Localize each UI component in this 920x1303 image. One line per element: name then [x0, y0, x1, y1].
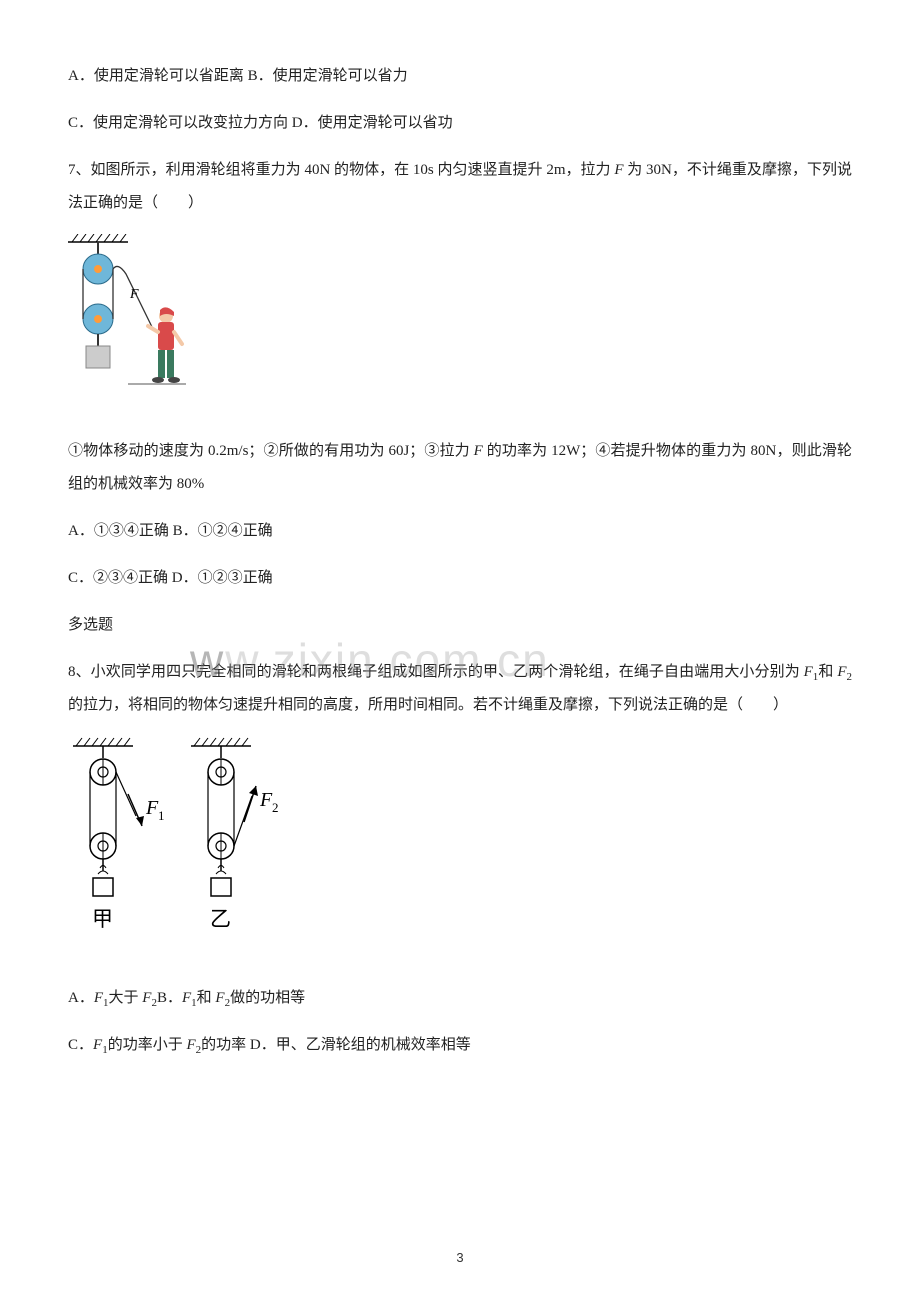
q6-optC: C．使用定滑轮可以改变拉力方向 [68, 115, 288, 131]
svg-text:乙: 乙 [210, 907, 231, 931]
q8-optB-mid: 和 [197, 990, 216, 1006]
svg-text:甲: 甲 [92, 907, 113, 931]
q8-optB-tail: 做的功相等 [230, 990, 305, 1006]
q8-stem: 8、小欢同学用四只完全相同的滑轮和两根绳子组成如图所示的甲、乙两个滑轮组，在绳子… [68, 656, 852, 722]
force-F: F [186, 1037, 195, 1053]
q6-optA: A．使用定滑轮可以省距离 [68, 68, 244, 84]
q6-options-line2: C．使用定滑轮可以改变拉力方向 D．使用定滑轮可以省功 [68, 107, 852, 140]
q8-options-line1: A．F1大于 F2B．F1和 F2做的功相等 [68, 982, 852, 1015]
q7-statements: ①物体移动的速度为 0.2m/s；②所做的有用功为 60J；③拉力 F 的功率为… [68, 435, 852, 501]
force-F: F [93, 1037, 102, 1053]
force-F2-sub: 2 [846, 671, 852, 683]
q8-options-line2: C．F1的功率小于 F2的功率 D．甲、乙滑轮组的机械效率相等 [68, 1029, 852, 1062]
q6-optB: B．使用定滑轮可以省力 [248, 68, 408, 84]
svg-text:F: F [259, 789, 273, 811]
force-F: F [474, 443, 483, 459]
q8-stem-p2: 和 [818, 664, 837, 680]
q7-stmt-pre: ①物体移动的速度为 0.2m/s；②所做的有用功为 60J；③拉力 [68, 443, 474, 459]
q8-optA-mid: 大于 [109, 990, 143, 1006]
q7-optD: D．①②③正确 [172, 570, 273, 586]
q8-optD: D．甲、乙滑轮组的机械效率相等 [250, 1037, 471, 1053]
force-F: F [182, 990, 191, 1006]
force-F1: F [804, 664, 813, 680]
q7-optB: B．①②④正确 [173, 523, 273, 539]
svg-text:F: F [129, 287, 139, 302]
q7-stem-part1: 7、如图所示，利用滑轮组将重力为 40N 的物体，在 10s 内匀速竖直提升 2… [68, 162, 614, 178]
q8-optC-mid: 的功率小于 [108, 1037, 187, 1053]
page-number: 3 [0, 1244, 920, 1273]
q8-stem-p1: 8、小欢同学用四只完全相同的滑轮和两根绳子组成如图所示的甲、乙两个滑轮组，在绳子… [68, 664, 804, 680]
q8-pulley-groups-diagram: F 1 甲 [68, 736, 852, 964]
q7-pulley-diagram: F [68, 234, 852, 417]
svg-text:1: 1 [158, 808, 165, 823]
q8-optB-pre: B． [157, 990, 182, 1006]
svg-text:2: 2 [272, 800, 278, 815]
force-F: F [215, 990, 224, 1006]
q7-stem: 7、如图所示，利用滑轮组将重力为 40N 的物体，在 10s 内匀速竖直提升 2… [68, 154, 852, 220]
q8-stem-p3: 的拉力，将相同的物体匀速提升相同的高度，所用时间相同。若不计绳重及摩擦，下列说法… [68, 697, 788, 713]
q7-options-line2: C．②③④正确 D．①②③正确 [68, 562, 852, 595]
q7-options-line1: A．①③④正确 B．①②④正确 [68, 515, 852, 548]
q7-optA: A．①③④正确 [68, 523, 169, 539]
q8-optC-tail: 的功率 [201, 1037, 246, 1053]
q6-optD: D．使用定滑轮可以省功 [292, 115, 453, 131]
section-multi-choice: 多选题 [68, 609, 852, 642]
q8-optC-pre: C． [68, 1037, 93, 1053]
q8-optA-pre: A． [68, 990, 94, 1006]
q6-options-line1: A．使用定滑轮可以省距离 B．使用定滑轮可以省力 [68, 60, 852, 93]
svg-text:F: F [145, 797, 159, 819]
q7-optC: C．②③④正确 [68, 570, 168, 586]
force-F: F [94, 990, 103, 1006]
